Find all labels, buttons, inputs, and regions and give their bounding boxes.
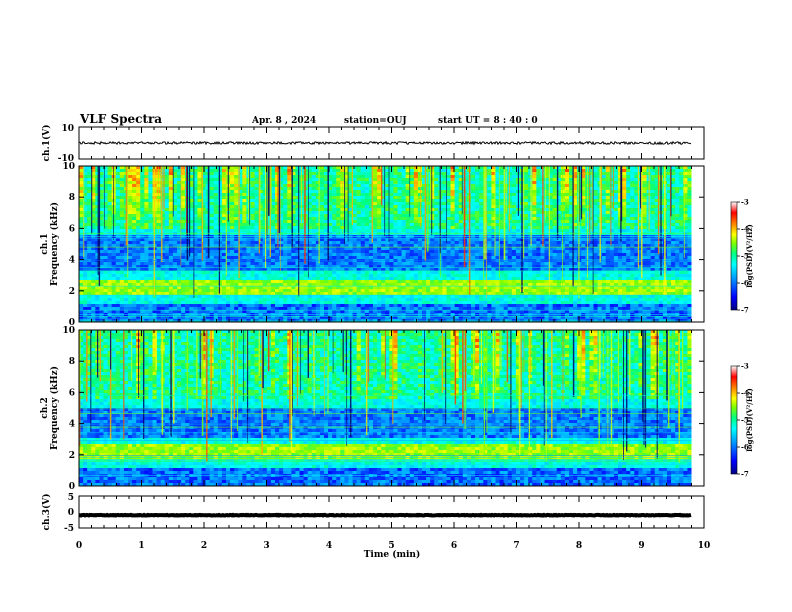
spec2-ytick-label: 2 xyxy=(69,451,75,461)
ch2-spectrogram-panel: 0 2 4 6 8 10 ch.2 Frequency (kHz) xyxy=(40,326,705,492)
spec1-ytick-label: 4 xyxy=(69,256,75,266)
colorbar-tick-label: -3 xyxy=(741,362,749,371)
ch3-waveform-panel: 5 0 -5 ch.3(V) xyxy=(41,493,705,534)
time-tick-label: 1 xyxy=(138,541,144,551)
spec1-ytick-label: 2 xyxy=(69,287,75,297)
time-tick-label: 9 xyxy=(638,541,644,551)
spec2-ytick-label: 0 xyxy=(69,482,75,492)
time-tick-label: 6 xyxy=(451,541,457,551)
ch1-spec-ylabel: Frequency (kHz) xyxy=(49,202,60,286)
colorbar-tick-label: -7 xyxy=(741,306,749,315)
time-axis-labels: 0 1 2 3 4 5 6 7 8 9 10 xyxy=(76,541,710,551)
colorbar-tick-label: -5 xyxy=(741,252,749,261)
ch1-ytick-bottom: -10 xyxy=(58,154,74,164)
time-tick-label: 8 xyxy=(576,541,582,551)
colorbar-tick-label: -6 xyxy=(741,279,749,288)
time-axis-ticks xyxy=(78,127,705,528)
ch1-ytick-top: 10 xyxy=(61,124,74,134)
ch1-spectrogram-image xyxy=(79,166,704,323)
time-tick-label: 2 xyxy=(201,541,207,551)
colorbar-tick-label: -4 xyxy=(741,389,749,398)
ch1-waveform-trace xyxy=(78,140,692,146)
ch1-spectrogram-panel: 0 2 4 6 8 10 ch.1 Frequency (kHz) xyxy=(40,162,705,328)
ch1-waveform-panel: 10 -10 ch.1(V) xyxy=(41,124,705,164)
time-axis-label: Time (min) xyxy=(364,549,421,560)
ch1-colorbar: -3 -4 -5 -6 -7 log(PSD)(V²/Hz) xyxy=(730,198,754,315)
spec2-ytick-label: 8 xyxy=(69,357,75,367)
time-tick-label: 4 xyxy=(326,541,332,551)
start-time-label: start UT = 8 : 40 : 0 xyxy=(438,116,538,126)
ch1-waveform-ylabel: ch.1(V) xyxy=(41,125,52,162)
ch3-ytick-bottom: -5 xyxy=(64,524,74,534)
ch2-spec-ylabel: Frequency (kHz) xyxy=(49,366,60,450)
time-tick-label: 10 xyxy=(698,541,711,551)
ch2-colorbar-label: log(PSD)(V²/Hz) xyxy=(745,388,754,452)
spec1-ytick-label: 0 xyxy=(69,318,75,328)
spec1-ytick-label: 10 xyxy=(62,162,75,172)
ch2-colorbar: -3 -4 -5 -6 -7 log(PSD)(V²/Hz) xyxy=(730,362,754,479)
time-tick-label: 7 xyxy=(513,541,519,551)
ch1-spec-ylabel-top: ch.1 xyxy=(40,233,50,254)
spec2-ytick-label: 6 xyxy=(69,388,75,398)
colorbar-tick-label: -5 xyxy=(741,416,749,425)
ch3-waveform-ylabel: ch.3(V) xyxy=(41,494,52,531)
ch2-spec-ylabel-top: ch.2 xyxy=(40,397,50,418)
colorbar-tick-label: -4 xyxy=(741,225,749,234)
colorbar-tick-label: -6 xyxy=(741,443,749,452)
spec1-ytick-label: 8 xyxy=(69,193,75,203)
time-tick-label: 3 xyxy=(263,541,269,551)
ch3-waveform-trace xyxy=(78,512,692,518)
time-tick-label: 0 xyxy=(76,541,82,551)
spec1-ytick-label: 6 xyxy=(69,224,75,234)
ch3-ytick-mid: 0 xyxy=(68,508,74,518)
ch3-ytick-top: 5 xyxy=(68,493,74,503)
ch1-colorbar-label: log(PSD)(V²/Hz) xyxy=(745,224,754,288)
figure-title: VLF Spectra xyxy=(79,112,162,126)
colorbar-tick-label: -7 xyxy=(741,470,749,479)
station-label: station=OUJ xyxy=(344,116,407,126)
spec2-ytick-label: 4 xyxy=(69,420,75,430)
time-tick-label: 5 xyxy=(388,541,394,551)
date-label: Apr. 8 , 2024 xyxy=(251,116,316,126)
spec2-ytick-label: 10 xyxy=(62,326,75,336)
ch2-spectrogram-image xyxy=(79,330,704,487)
colorbar-tick-label: -3 xyxy=(741,198,749,207)
